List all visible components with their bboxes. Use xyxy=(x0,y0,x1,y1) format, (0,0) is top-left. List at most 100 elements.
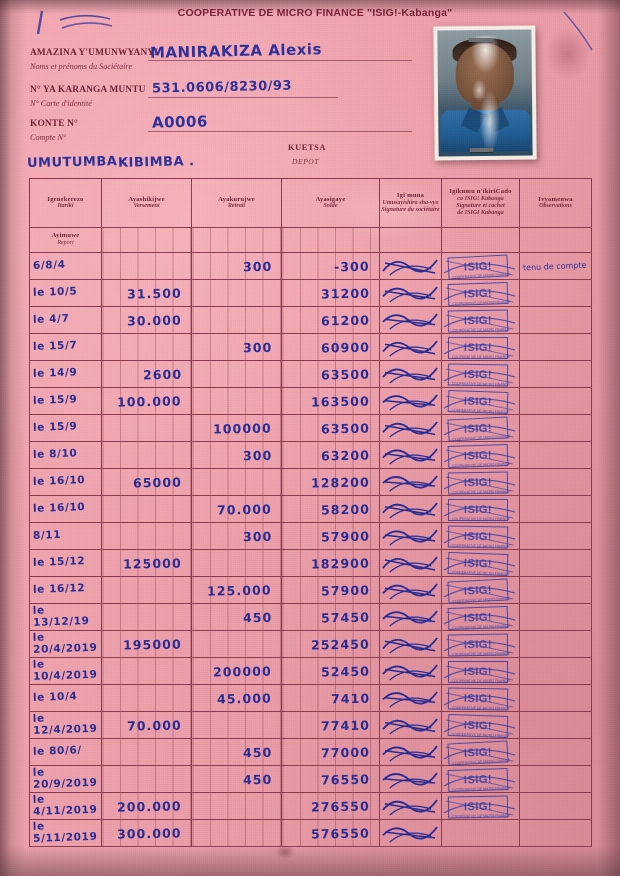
member-signature xyxy=(380,712,441,738)
cell-date: le 16/10 xyxy=(29,495,102,523)
cell-date: le 20/9/2019 xyxy=(29,765,102,793)
subheader-signature-member xyxy=(379,227,442,253)
field-sublabel-account: Compte N° xyxy=(30,133,67,142)
member-signature xyxy=(380,604,441,630)
cell-date: 6/8/4 xyxy=(29,252,102,280)
cell-versement xyxy=(101,522,192,550)
member-signature xyxy=(380,280,441,306)
member-signature xyxy=(380,442,441,468)
cell-observations xyxy=(519,279,592,307)
isig-stamp: ISIG! COOPERATIVE DE MICRO FINANCE xyxy=(442,307,519,333)
cell-signature-isig: ISIG! COOPERATIVE DE MICRO FINANCE xyxy=(441,306,520,334)
cell-observations xyxy=(519,684,592,712)
member-signature xyxy=(380,307,441,333)
table-row: le 20/4/2019 195000 252450 ISIG! COOPERATIVE… xyxy=(29,630,592,658)
cell-date: le 15/9 xyxy=(29,414,102,442)
cell-versement: 2600 xyxy=(101,360,192,388)
cell-retrait: 125.000 xyxy=(191,576,282,604)
cell-retrait: 300 xyxy=(191,522,282,550)
cell-date: le 4/7 xyxy=(29,306,102,334)
isig-stamp: ISIG! COOPERATIVE DE MICRO FINANCE xyxy=(442,604,519,631)
table-subheader-row: Ayimuwe Report xyxy=(29,227,592,253)
isig-stamp: ISIG! COOPERATIVE DE MICRO FINANCE xyxy=(442,766,519,793)
cell-signature-member xyxy=(379,576,442,604)
isig-stamp: ISIG! COOPERATIVE DE MICRO FINANCE xyxy=(442,469,519,495)
cell-retrait xyxy=(191,792,282,820)
member-signature xyxy=(380,685,441,711)
pen-stroke-icon xyxy=(36,10,113,35)
table-row: le 15/9 100000 63500 ISIG! COOPERATIVE DE MI… xyxy=(29,414,592,442)
cell-observations: tenu de compte xyxy=(519,252,592,280)
cell-date: 8/11 xyxy=(29,522,102,550)
staple-icon xyxy=(468,37,493,43)
cell-signature-member xyxy=(379,387,442,415)
subheader-retrait-grid xyxy=(191,227,282,253)
member-signature xyxy=(380,820,441,846)
cell-versement: 125000 xyxy=(101,549,192,577)
cell-retrait xyxy=(191,711,282,739)
member-signature xyxy=(380,739,441,765)
ledger-table: Igenekerezo Itariki Ayashikijwe Versemen… xyxy=(29,178,592,847)
cell-observations xyxy=(519,333,592,361)
isig-stamp: ISIG! COOPERATIVE DE MICRO FINANCE xyxy=(442,793,519,819)
isig-stamp: ISIG! COOPERATIVE DE MICRO FINANCE xyxy=(442,658,519,684)
member-signature xyxy=(380,388,441,414)
col-header-date: Igenekerezo Itariki xyxy=(29,178,102,228)
member-signature xyxy=(380,415,441,441)
village-value: KIBIMBA . xyxy=(117,154,195,171)
cell-observations xyxy=(519,765,592,793)
cell-observations xyxy=(519,549,592,577)
cell-solde: 58200 xyxy=(281,495,380,523)
cell-date: le 16/10 xyxy=(29,468,102,496)
isig-stamp: ISIG! COOPERATIVE DE MICRO FINANCE xyxy=(442,253,519,280)
table-row: le 12/4/2019 70.000 77410 ISIG! COOPERATIVE … xyxy=(29,711,592,739)
table-row: le 5/11/2019 300.000 576550 xyxy=(29,819,592,847)
cell-solde: 276550 xyxy=(281,792,380,820)
isig-stamp: ISIG! COOPERATIVE DE MICRO FINANCE xyxy=(442,550,519,576)
col-header-signature-isig: Igikumu n'ikiriCado ca ISIG! Kabanga Sig… xyxy=(441,178,520,228)
cell-retrait xyxy=(191,279,282,307)
cell-versement: 195000 xyxy=(101,630,192,658)
cell-observations xyxy=(519,495,592,523)
cell-observations xyxy=(519,711,592,739)
cell-versement: 30.000 xyxy=(101,306,192,334)
cell-signature-isig: ISIG! COOPERATIVE DE MICRO FINANCE xyxy=(441,252,520,280)
cell-observations xyxy=(519,468,592,496)
cell-signature-isig: ISIG! COOPERATIVE DE MICRO FINANCE xyxy=(441,792,520,820)
cell-versement: 200.000 xyxy=(101,792,192,820)
isig-stamp: ISIG! COOPERATIVE DE MICRO FINANCE xyxy=(442,685,519,711)
cell-retrait: 450 xyxy=(191,765,282,793)
cell-observations xyxy=(519,387,592,415)
member-signature xyxy=(380,793,441,819)
cell-versement xyxy=(101,765,192,793)
cell-solde: 63200 xyxy=(281,441,380,469)
cell-retrait: 45.000 xyxy=(191,684,282,712)
cell-date: le 12/4/2019 xyxy=(29,711,102,739)
table-row: le 4/7 30.000 61200 ISIG! COOPERATIVE DE MIC… xyxy=(29,306,592,334)
member-signature xyxy=(380,631,441,657)
cell-solde: 61200 xyxy=(281,306,380,334)
cell-retrait xyxy=(191,549,282,577)
cell-date: le 14/9 xyxy=(29,360,102,388)
cell-observations xyxy=(519,738,592,766)
field-sublabel-id: N° Carte d'identité xyxy=(30,99,92,108)
member-signature xyxy=(380,496,441,522)
member-signature xyxy=(380,523,441,549)
cell-signature-member xyxy=(379,306,442,334)
cell-signature-member xyxy=(379,279,442,307)
cell-retrait xyxy=(191,468,282,496)
cell-retrait: 450 xyxy=(191,603,282,631)
cell-retrait: 70.000 xyxy=(191,495,282,523)
cell-retrait xyxy=(191,387,282,415)
cell-observations xyxy=(519,819,592,847)
cell-solde: 57900 xyxy=(281,576,380,604)
photo-image xyxy=(437,29,533,157)
cell-signature-isig xyxy=(441,819,520,847)
member-signature xyxy=(380,253,441,279)
table-row: le 16/10 70.000 58200 ISIG! COOPERATIVE DE M… xyxy=(29,495,592,523)
cell-date: le 10/4/2019 xyxy=(29,657,102,685)
cell-solde: 31200 xyxy=(281,279,380,307)
cell-versement xyxy=(101,576,192,604)
subheader-solde-grid xyxy=(281,227,380,253)
isig-stamp: ISIG! COOPERATIVE DE MICRO FINANCE xyxy=(442,577,519,604)
